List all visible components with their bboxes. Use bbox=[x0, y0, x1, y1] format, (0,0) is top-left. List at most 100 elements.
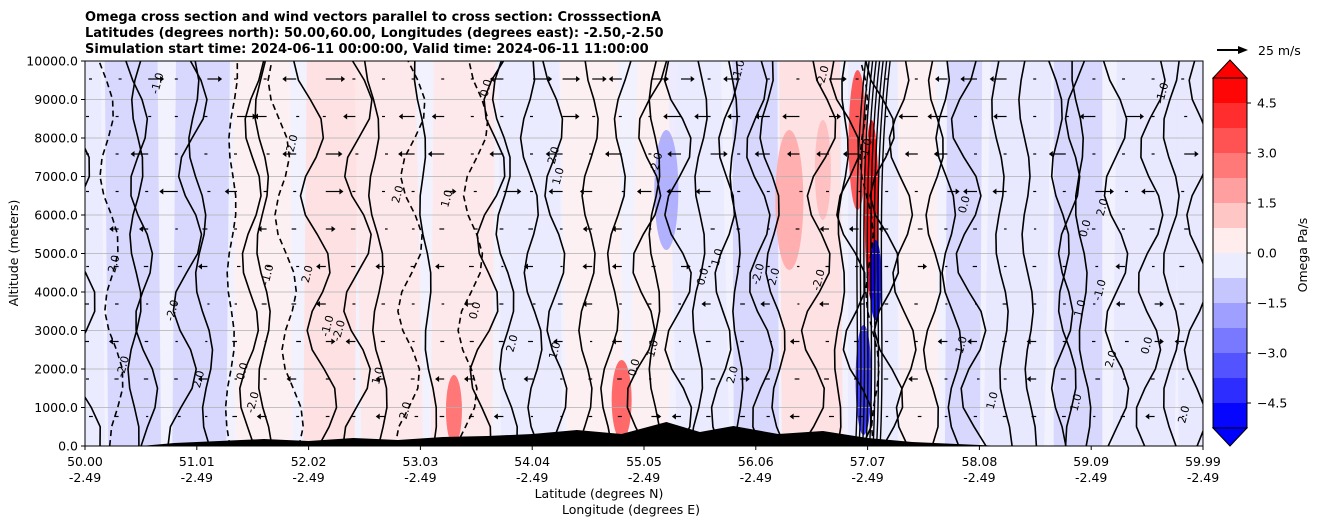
colorbar-segment bbox=[1213, 403, 1247, 428]
wind-vector-head bbox=[463, 301, 468, 307]
contour-line bbox=[888, 61, 917, 446]
chart-title-line-2: Latitudes (degrees north): 50.00,60.00, … bbox=[85, 26, 664, 41]
wind-vector-head bbox=[992, 188, 997, 195]
wind-vector-head bbox=[819, 301, 824, 307]
contour-line bbox=[1102, 61, 1130, 446]
colorbar-segment bbox=[1213, 353, 1247, 378]
contour-label: 2.0 bbox=[105, 254, 122, 274]
wind-vector-head bbox=[786, 151, 791, 157]
colorbar-tick-label: 0.0 bbox=[1257, 246, 1277, 261]
wind-vector-head bbox=[582, 263, 587, 270]
wind-vector-head bbox=[1140, 113, 1145, 120]
wind-vector-head bbox=[427, 151, 432, 157]
wind-vector-head bbox=[695, 188, 700, 195]
contour-line bbox=[854, 61, 867, 446]
contour-line bbox=[267, 61, 305, 446]
wind-vector-head bbox=[745, 376, 750, 382]
wind-vector-head bbox=[256, 413, 261, 420]
contour-label: 1.0 bbox=[546, 340, 563, 360]
contour-line bbox=[868, 61, 881, 446]
wind-vector-head bbox=[611, 263, 616, 270]
wind-vector-head bbox=[667, 151, 672, 157]
colorbar-label: Omega Pa/s bbox=[1295, 218, 1310, 293]
wind-vector-head bbox=[343, 113, 348, 120]
x-tick-label-longitude: -2.49 bbox=[69, 470, 101, 485]
wind-vector-head bbox=[286, 376, 291, 382]
y-tick-label: 5000.0 bbox=[34, 246, 78, 261]
contour-label: -1.0 bbox=[258, 263, 276, 287]
contour-line bbox=[293, 61, 338, 446]
wind-vector-head bbox=[1194, 151, 1199, 157]
contour-line bbox=[238, 61, 265, 446]
contour-line bbox=[663, 61, 693, 446]
colorbar-segment bbox=[1213, 78, 1247, 103]
wind-vector-head bbox=[782, 113, 787, 120]
x-tick-label-latitude: 58.08 bbox=[962, 454, 998, 469]
contour-label: 1.0 bbox=[369, 366, 386, 386]
y-tick-label: 2000.0 bbox=[34, 362, 78, 377]
contour-line bbox=[1162, 61, 1181, 446]
contour-line bbox=[950, 61, 987, 446]
contour-label: 2.0 bbox=[1103, 349, 1120, 369]
wind-vector-head bbox=[611, 338, 616, 345]
wind-vector-head bbox=[690, 76, 695, 82]
wind-vector-head bbox=[227, 451, 231, 457]
wind-vector-head bbox=[109, 226, 114, 232]
wind-vector-head bbox=[1115, 263, 1120, 270]
colorbar-segment bbox=[1213, 203, 1247, 228]
wind-vector-head bbox=[608, 76, 613, 82]
contour-line bbox=[800, 61, 837, 446]
contour-line bbox=[542, 61, 568, 446]
wind-vector-head bbox=[375, 413, 380, 420]
y-axis-label: Altitude (meters) bbox=[6, 200, 21, 307]
contour-line bbox=[254, 61, 273, 446]
wind-vector-head bbox=[579, 188, 584, 195]
wind-vector-head bbox=[927, 113, 932, 120]
contour-line bbox=[728, 61, 744, 446]
wind-vector-head bbox=[1159, 338, 1164, 345]
wind-vector-head bbox=[754, 113, 759, 120]
contour-line bbox=[455, 61, 489, 446]
contour-label: -1.0 bbox=[1091, 278, 1109, 302]
wind-vector-head bbox=[613, 451, 617, 457]
contour-line bbox=[759, 61, 786, 446]
wind-vector-head bbox=[727, 113, 732, 120]
wind-vectors bbox=[85, 76, 1199, 457]
wind-vector-head bbox=[1141, 188, 1146, 195]
contour-line bbox=[875, 61, 888, 446]
contour-label: -1.0 bbox=[1153, 81, 1171, 105]
x-tick-label-longitude: -2.49 bbox=[1187, 470, 1219, 485]
omega-core bbox=[445, 375, 462, 445]
contour-label: -1.0 bbox=[148, 71, 166, 95]
wind-vector-head bbox=[837, 113, 842, 120]
wind-vector-head bbox=[338, 151, 343, 157]
contour-label: 0.0 bbox=[467, 300, 484, 320]
contour-label: 1.0 bbox=[550, 166, 567, 186]
wind-vector-head bbox=[548, 76, 553, 82]
contour-line bbox=[1050, 61, 1086, 446]
x-tick-label-longitude: -2.49 bbox=[404, 470, 436, 485]
wind-vector-head bbox=[955, 188, 960, 195]
contour-label: 2.0 bbox=[765, 267, 782, 287]
vector-key-arrow-head bbox=[1238, 46, 1248, 54]
wind-vector-head bbox=[331, 226, 336, 232]
contour-line bbox=[829, 61, 873, 446]
x-tick-label-latitude: 55.05 bbox=[626, 454, 662, 469]
wind-vector-head bbox=[848, 226, 853, 232]
contour-line bbox=[1183, 61, 1203, 446]
wind-vector-head bbox=[375, 376, 380, 382]
contour-label: 2.0 bbox=[724, 365, 741, 385]
x-tick-label-longitude: -2.49 bbox=[181, 470, 213, 485]
wind-vector-head bbox=[671, 413, 676, 420]
wind-vector-head bbox=[686, 263, 691, 270]
contour-label: 1.0 bbox=[438, 188, 455, 208]
wind-vector-head bbox=[604, 151, 609, 157]
wind-vector-head bbox=[878, 226, 883, 232]
wind-vector-head bbox=[1115, 301, 1120, 307]
contour-label: -1.0 bbox=[857, 137, 875, 161]
wind-vector-head bbox=[582, 226, 587, 232]
contour-line bbox=[1071, 61, 1092, 446]
colorbar-extend-max bbox=[1211, 59, 1249, 79]
wind-vector-head bbox=[130, 151, 135, 157]
contour-label: -2.0 bbox=[814, 64, 832, 88]
